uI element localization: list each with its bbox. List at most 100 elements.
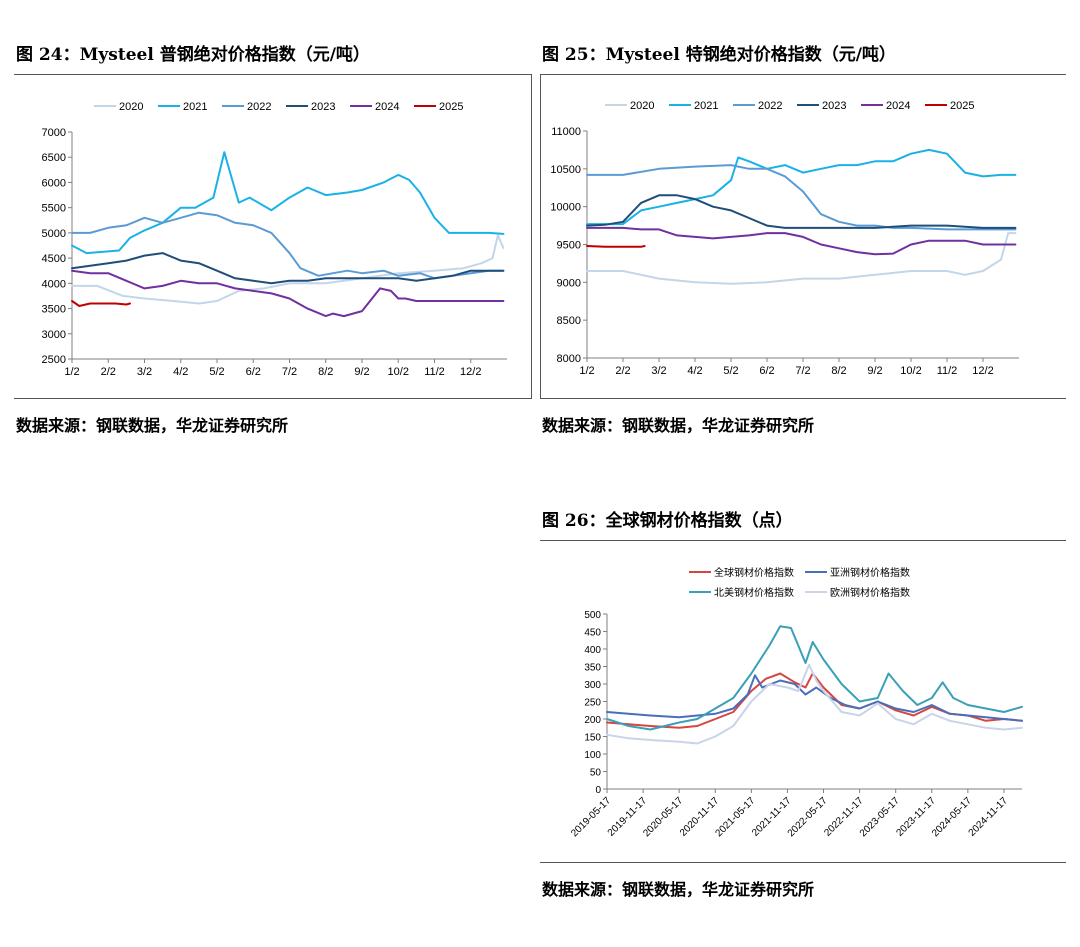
figure-26-source: 数据来源：钢联数据，华龙证券研究所 — [542, 876, 814, 900]
legend: 2020 2021 2022 2023 2024 2025 — [94, 101, 463, 113]
x-tick-label: 3/2 — [137, 366, 152, 378]
x-tick-label: 3/2 — [651, 365, 666, 377]
legend-item-2024: 2024 — [350, 101, 399, 113]
legend-item-2025: 2025 — [414, 101, 463, 113]
legend-label: 2021 — [183, 101, 207, 113]
y-tick-label: 10500 — [550, 164, 581, 176]
y-tick-label: 3000 — [42, 329, 66, 341]
legend-item-2022: 2022 — [733, 100, 782, 112]
x-tick-label: 1/2 — [579, 365, 594, 377]
legend-label: 2024 — [375, 101, 399, 113]
series-line-2023 — [72, 253, 503, 283]
y-tick-label: 5500 — [42, 203, 66, 215]
x-tick-label: 8/2 — [831, 365, 846, 377]
figure-24-right-rule — [531, 74, 532, 398]
series-line-2021 — [587, 150, 1015, 224]
series-lines — [587, 150, 1015, 284]
series-lines — [607, 626, 1022, 743]
y-tick-label: 450 — [584, 628, 601, 639]
figure-24-bottom-rule — [14, 398, 532, 399]
figure-24-title: 图 24：Mysteel 普钢绝对价格指数（元/吨） — [16, 40, 370, 65]
x-tick-label: 7/2 — [282, 366, 297, 378]
chart-24: 2020 2021 2022 2023 2024 2025 2500 3000 3500 400… — [14, 75, 530, 397]
figure-25-title: 图 25：Mysteel 特钢绝对价格指数（元/吨） — [542, 40, 896, 65]
figure-26-title: 图 26：全球钢材价格指数（点） — [542, 506, 793, 531]
legend-label: 2024 — [886, 100, 910, 112]
series-line-2024 — [587, 228, 1015, 254]
legend-item-item: 北美钢材价格指数 — [689, 586, 794, 599]
y-tick-label: 200 — [584, 715, 601, 726]
x-tick-label: 6/2 — [246, 366, 261, 378]
y-tick-label: 300 — [584, 680, 601, 691]
series-line-item — [607, 665, 1022, 744]
legend-item-2021: 2021 — [158, 101, 207, 113]
x-tick-label: 9/2 — [354, 366, 369, 378]
x-tick-label: 5/2 — [723, 365, 738, 377]
legend-label: 2022 — [758, 100, 782, 112]
x-tick-label: 11/2 — [937, 365, 958, 377]
series-line-2023 — [587, 195, 1015, 228]
figure-26-bottom-rule — [540, 862, 1066, 863]
series-line-2022 — [587, 165, 1015, 229]
y-tick-label: 8500 — [557, 315, 581, 327]
x-tick-label: 2024-11-17 — [967, 795, 1011, 839]
legend-label: 2025 — [439, 101, 463, 113]
x-tick-label: 2/2 — [101, 366, 116, 378]
x-tick-label: 10/2 — [388, 366, 409, 378]
y-tick-label: 250 — [584, 698, 601, 709]
legend-label: 北美钢材价格指数 — [714, 586, 794, 599]
y-tick-label: 4500 — [42, 253, 66, 265]
figure-24-source: 数据来源：钢联数据，华龙证券研究所 — [16, 412, 288, 436]
legend-item-2021: 2021 — [669, 100, 718, 112]
legend-item-item: 亚洲钢材价格指数 — [805, 566, 910, 579]
y-tick-label: 11000 — [551, 126, 581, 138]
legend-label: 2022 — [247, 101, 271, 113]
legend-label: 2021 — [694, 100, 718, 112]
legend-item-2020: 2020 — [605, 100, 654, 112]
series-line-item — [607, 675, 1022, 721]
y-tick-label: 7000 — [42, 127, 66, 139]
legend-label: 2020 — [630, 100, 654, 112]
chart-25: 2020 2021 2022 2023 2024 2025 8000 8500 9000 950… — [541, 75, 1065, 397]
series-lines — [72, 152, 503, 316]
y-tick-label: 2500 — [42, 354, 66, 366]
y-tick-label: 350 — [584, 663, 601, 674]
legend-item-2023: 2023 — [797, 100, 846, 112]
y-tick-label: 9500 — [557, 240, 581, 252]
legend-label: 2025 — [950, 100, 974, 112]
series-line-2020 — [72, 235, 503, 303]
legend-item-item: 欧洲钢材价格指数 — [805, 586, 910, 599]
y-tick-label: 500 — [584, 610, 601, 621]
legend-item-2022: 2022 — [222, 101, 271, 113]
series-line-2021 — [72, 152, 503, 253]
x-tick-label: 8/2 — [318, 366, 333, 378]
axes: 8000 8500 9000 9500 10000 10500 11000 1/2 2/2 3/2… — [550, 126, 1019, 377]
axes: 2500 3000 3500 4000 4500 5000 5500 6000 6500 7000… — [42, 127, 507, 378]
legend-item-2020: 2020 — [94, 101, 143, 113]
y-tick-label: 10000 — [550, 202, 581, 214]
y-tick-label: 100 — [584, 750, 601, 761]
y-tick-label: 5000 — [42, 228, 66, 240]
y-tick-label: 9000 — [557, 277, 581, 289]
x-tick-label: 7/2 — [795, 365, 810, 377]
legend-label: 全球钢材价格指数 — [714, 566, 794, 579]
x-tick-label: 10/2 — [900, 365, 921, 377]
y-tick-label: 0 — [595, 785, 601, 796]
y-tick-label: 4000 — [42, 278, 66, 290]
x-tick-label: 6/2 — [759, 365, 774, 377]
x-tick-label: 11/2 — [424, 366, 445, 378]
figure-25-bottom-rule — [540, 398, 1066, 399]
legend-label: 2020 — [119, 101, 143, 113]
y-tick-label: 50 — [590, 768, 602, 779]
x-tick-label: 12/2 — [460, 366, 481, 378]
legend-item-2025: 2025 — [925, 100, 974, 112]
legend-label: 亚洲钢材价格指数 — [830, 566, 910, 579]
legend-label: 欧洲钢材价格指数 — [830, 586, 910, 599]
series-line-2025 — [72, 301, 130, 306]
legend-label: 2023 — [311, 101, 335, 113]
y-tick-label: 6500 — [42, 152, 66, 164]
x-tick-label: 2/2 — [615, 365, 630, 377]
series-line-2025 — [587, 246, 645, 247]
legend-item-2024: 2024 — [861, 100, 910, 112]
